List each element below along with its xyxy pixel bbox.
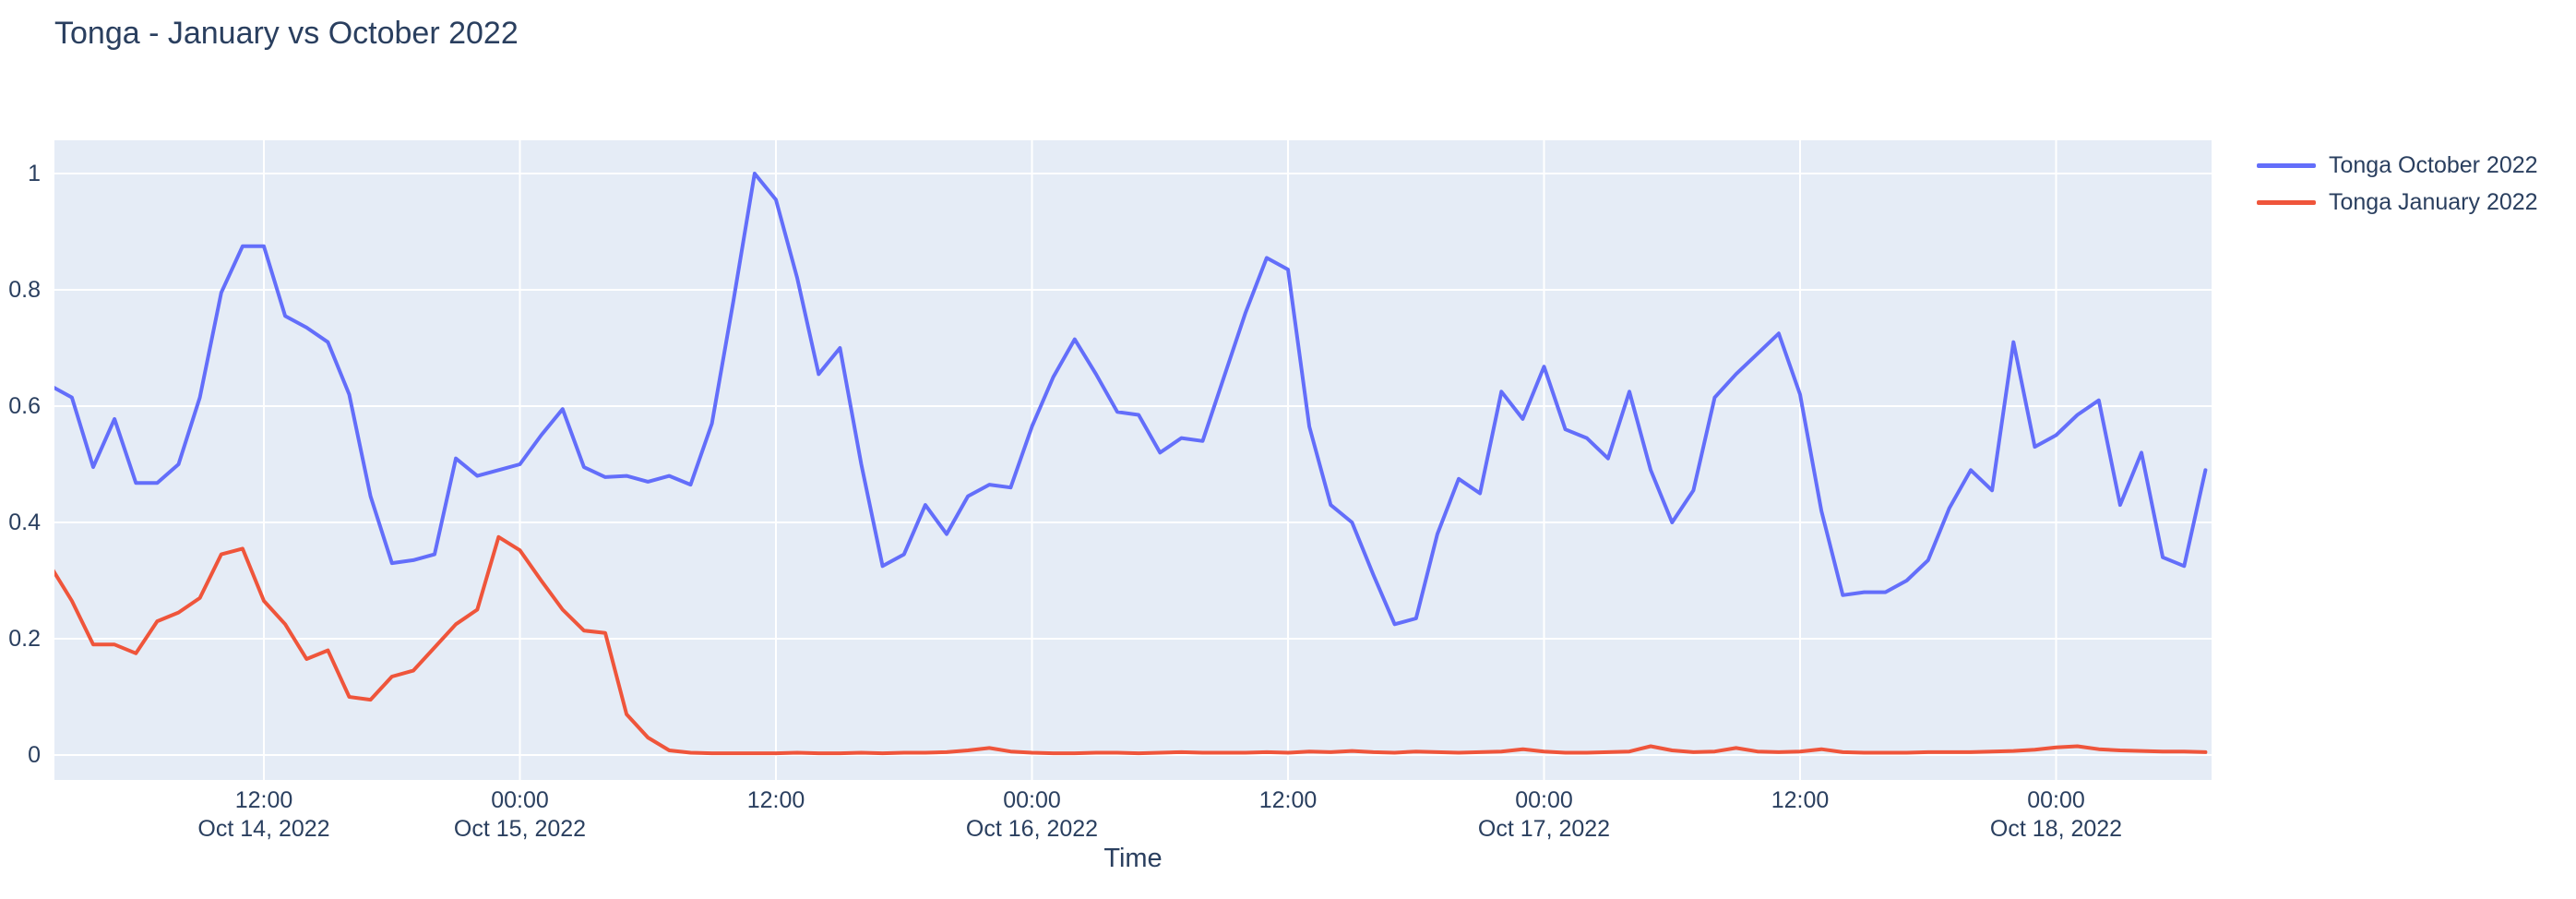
x-tick-label: 00:00 Oct 15, 2022 bbox=[453, 787, 587, 842]
x-axis-title: Time bbox=[1103, 844, 1163, 873]
chart-title: Tonga - January vs October 2022 bbox=[54, 16, 519, 51]
chart-canvas bbox=[54, 140, 2212, 780]
x-tick-label: 12:00 bbox=[746, 787, 805, 813]
legend-label-january: Tonga January 2022 bbox=[2329, 188, 2538, 215]
x-tick-label: 00:00 Oct 17, 2022 bbox=[1477, 787, 1611, 842]
legend-item-january[interactable]: Tonga January 2022 bbox=[2257, 187, 2538, 217]
y-tick-label: 0.2 bbox=[8, 626, 41, 652]
legend-item-october[interactable]: Tonga October 2022 bbox=[2257, 150, 2538, 180]
legend-swatch-october-icon bbox=[2257, 162, 2316, 168]
x-tick-label: 12:00 Oct 14, 2022 bbox=[197, 787, 330, 842]
y-tick-label: 0 bbox=[28, 742, 41, 768]
y-tick-label: 1 bbox=[28, 161, 41, 186]
legend: Tonga October 2022 Tonga January 2022 bbox=[2257, 150, 2538, 217]
y-tick-label: 0.6 bbox=[8, 393, 41, 419]
y-tick-label: 0.4 bbox=[8, 509, 41, 535]
plot-area[interactable] bbox=[54, 140, 2212, 780]
y-tick-label: 0.8 bbox=[8, 277, 41, 303]
legend-swatch-january-icon bbox=[2257, 199, 2316, 205]
x-tick-label: 00:00 Oct 16, 2022 bbox=[965, 787, 1099, 842]
x-tick-label: 12:00 bbox=[1258, 787, 1318, 813]
series-line-january[interactable] bbox=[54, 534, 2208, 756]
series-line-october[interactable] bbox=[54, 172, 2208, 627]
legend-label-october: Tonga October 2022 bbox=[2329, 151, 2538, 178]
x-tick-label: 00:00 Oct 18, 2022 bbox=[1989, 787, 2123, 842]
x-tick-label: 12:00 bbox=[1771, 787, 1830, 813]
